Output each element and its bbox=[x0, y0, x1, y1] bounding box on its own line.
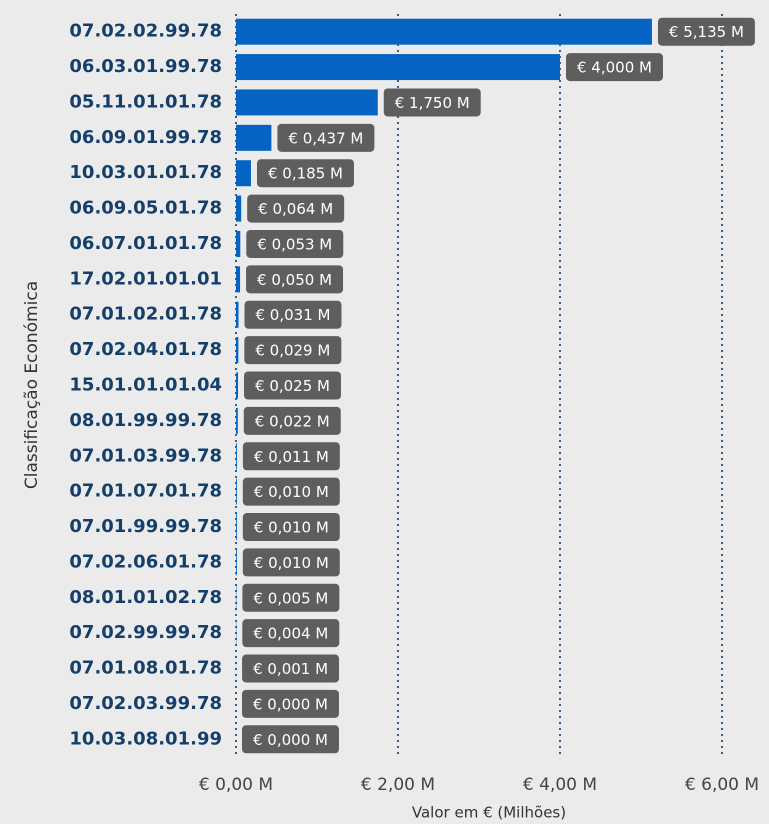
x-tick-label: € 6,00 M bbox=[685, 775, 759, 795]
value-label-box bbox=[242, 725, 339, 754]
value-label: € 0,029 M bbox=[255, 342, 330, 360]
value-label-box bbox=[246, 229, 344, 258]
bar bbox=[236, 372, 239, 399]
category-label: 07.02.04.01.78 bbox=[69, 339, 222, 360]
value-label-box bbox=[383, 88, 481, 117]
bar bbox=[236, 549, 237, 576]
value-label: € 0,185 M bbox=[268, 165, 343, 183]
category-label: 17.02.01.01.01 bbox=[69, 268, 222, 289]
bar bbox=[236, 514, 237, 541]
value-label: € 0,064 M bbox=[258, 200, 333, 218]
value-label-box bbox=[244, 300, 342, 329]
value-label: € 0,005 M bbox=[253, 589, 328, 607]
category-label: 10.03.08.01.99 bbox=[69, 728, 222, 749]
value-label-box bbox=[244, 336, 342, 365]
y-axis-label: Classificação Económica bbox=[22, 281, 42, 489]
value-label: € 0,000 M bbox=[253, 695, 328, 713]
category-label: 06.07.01.01.78 bbox=[69, 233, 222, 254]
category-label: 06.03.01.99.78 bbox=[69, 56, 222, 77]
category-label: 08.01.99.99.78 bbox=[69, 410, 222, 431]
value-label-box bbox=[277, 123, 375, 152]
value-label-box bbox=[247, 194, 345, 223]
value-label: € 0,031 M bbox=[256, 306, 331, 324]
category-label: 07.02.03.99.78 bbox=[69, 693, 222, 714]
bar bbox=[236, 18, 652, 45]
value-label: € 4,000 M bbox=[577, 59, 652, 77]
value-label: € 0,004 M bbox=[253, 625, 328, 643]
value-label-box bbox=[242, 654, 340, 683]
bar bbox=[236, 407, 238, 434]
value-label: € 0,010 M bbox=[254, 483, 329, 501]
value-label-box bbox=[242, 442, 340, 471]
value-label: € 0,001 M bbox=[253, 660, 328, 678]
category-label: 08.01.01.02.78 bbox=[69, 587, 222, 608]
value-label: € 0,050 M bbox=[257, 271, 332, 289]
category-label: 06.09.01.99.78 bbox=[69, 127, 222, 148]
bar bbox=[236, 195, 242, 222]
category-label: 10.03.01.01.78 bbox=[69, 162, 222, 183]
value-label: € 0,025 M bbox=[255, 377, 330, 395]
value-label-box bbox=[242, 477, 340, 506]
category-label: 07.01.03.99.78 bbox=[69, 445, 222, 466]
value-label-box bbox=[256, 159, 354, 188]
value-label-box bbox=[242, 548, 340, 577]
value-label: € 5,135 M bbox=[669, 23, 744, 41]
bar bbox=[236, 124, 272, 151]
category-label: 05.11.01.01.78 bbox=[69, 91, 222, 112]
category-label: 07.02.99.99.78 bbox=[69, 622, 222, 643]
value-label: € 0,010 M bbox=[254, 519, 329, 537]
value-label: € 0,022 M bbox=[255, 412, 330, 430]
x-tick-label: € 4,00 M bbox=[523, 775, 597, 795]
x-tick-label: € 0,00 M bbox=[199, 775, 273, 795]
value-label-box bbox=[244, 371, 341, 400]
value-label-box bbox=[242, 689, 339, 718]
bar bbox=[236, 89, 378, 116]
category-label: 07.01.99.99.78 bbox=[69, 516, 222, 537]
value-label-box bbox=[243, 406, 341, 435]
bar bbox=[236, 301, 239, 328]
category-label: 07.01.02.01.78 bbox=[69, 304, 222, 325]
value-label: € 0,011 M bbox=[254, 448, 329, 466]
x-tick-label: € 2,00 M bbox=[361, 775, 435, 795]
value-label-box bbox=[657, 17, 755, 46]
bar bbox=[236, 478, 237, 505]
value-label: € 1,750 M bbox=[395, 94, 470, 112]
category-label: 07.01.08.01.78 bbox=[69, 658, 222, 679]
value-label-box bbox=[242, 619, 340, 648]
category-label: 15.01.01.01.04 bbox=[69, 375, 222, 396]
value-label: € 0,010 M bbox=[254, 554, 329, 572]
x-axis-label: Valor em € (Milhões) bbox=[412, 804, 566, 822]
bar bbox=[236, 54, 560, 81]
bar bbox=[236, 230, 241, 257]
bar bbox=[236, 160, 251, 187]
category-label: 07.02.06.01.78 bbox=[69, 551, 222, 572]
bar bbox=[236, 337, 239, 364]
category-label: 07.01.07.01.78 bbox=[69, 481, 222, 502]
bar bbox=[236, 266, 241, 293]
value-label-box bbox=[242, 583, 340, 612]
value-label: € 0,437 M bbox=[288, 129, 363, 147]
value-label: € 0,000 M bbox=[253, 731, 328, 749]
value-label-box bbox=[566, 53, 663, 82]
bar bbox=[236, 443, 237, 470]
value-label-box bbox=[242, 513, 340, 542]
value-label: € 0,053 M bbox=[257, 235, 332, 253]
category-label: 07.02.02.99.78 bbox=[69, 21, 222, 42]
category-label: 06.09.05.01.78 bbox=[69, 198, 222, 219]
value-label-box bbox=[246, 265, 344, 294]
